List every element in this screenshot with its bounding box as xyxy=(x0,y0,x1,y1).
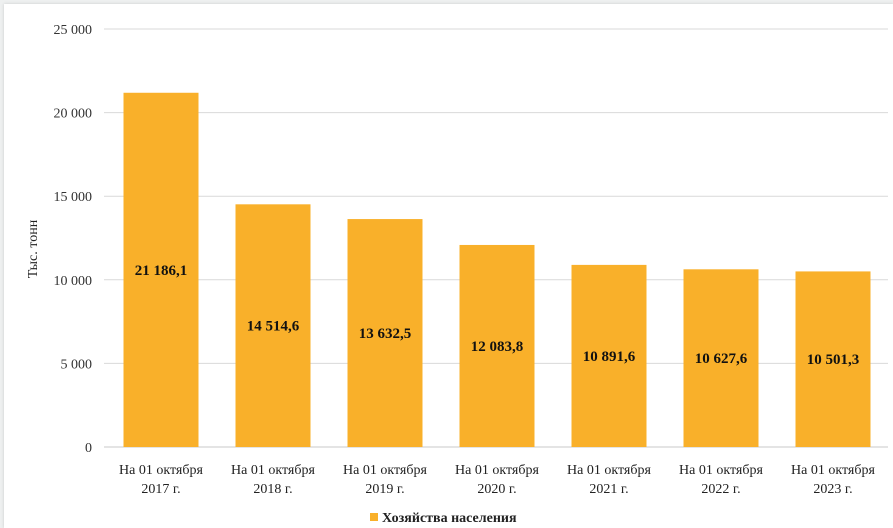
y-axis-title: Тыс. тонн xyxy=(26,219,41,278)
x-category-label: На 01 октября xyxy=(567,463,651,478)
legend-label: Хозяйства населения xyxy=(382,511,517,526)
data-label: 10 501,3 xyxy=(807,352,860,368)
bar xyxy=(795,271,871,447)
x-category-label: На 01 октября xyxy=(231,463,315,478)
data-label: 14 514,6 xyxy=(247,319,300,335)
data-label: 10 891,6 xyxy=(583,349,636,365)
x-category-label: 2022 г. xyxy=(701,482,740,497)
y-axis-ticks: 0 5 000 10 000 15 000 20 000 25 000 xyxy=(54,23,93,456)
x-category-label: На 01 октября xyxy=(791,463,875,478)
x-category-label: 2019 г. xyxy=(365,482,404,497)
data-label: 13 632,5 xyxy=(359,326,412,342)
legend: Хозяйства населения xyxy=(370,511,517,526)
x-category-label: На 01 октября xyxy=(679,463,763,478)
bar-chart: 0 5 000 10 000 15 000 20 000 25 000 На 01 окт… xyxy=(26,23,888,526)
bar xyxy=(235,204,311,447)
y-tick-label: 5 000 xyxy=(61,357,93,372)
y-tick-label: 20 000 xyxy=(54,107,93,122)
y-tick-label: 10 000 xyxy=(54,274,93,289)
y-tick-label: 25 000 xyxy=(54,23,93,38)
bars xyxy=(123,92,871,448)
x-category-label: 2018 г. xyxy=(253,482,292,497)
data-label: 10 627,6 xyxy=(695,351,748,367)
bar xyxy=(683,269,759,447)
x-category-label: 2023 г. xyxy=(813,482,852,497)
bar xyxy=(347,219,423,447)
bar xyxy=(123,92,199,448)
bar xyxy=(571,264,647,447)
x-category-label: На 01 октября xyxy=(343,463,427,478)
bar xyxy=(459,244,535,447)
data-labels: 21 186,1 14 514,6 13 632,5 12 083,8 10 891,6… xyxy=(135,263,860,368)
data-label: 12 083,8 xyxy=(471,339,524,355)
data-label: 21 186,1 xyxy=(135,263,188,279)
y-tick-label: 15 000 xyxy=(54,190,93,205)
x-category-label: 2021 г. xyxy=(589,482,628,497)
y-tick-label: 0 xyxy=(85,441,92,456)
x-category-label: На 01 октября xyxy=(455,463,539,478)
legend-swatch xyxy=(370,513,378,521)
x-category-label: 2017 г. xyxy=(141,482,180,497)
x-axis-categories: На 01 октября 2017 г. На 01 октября 2018 г.… xyxy=(119,463,875,497)
chart-frame: 0 5 000 10 000 15 000 20 000 25 000 На 01 окт… xyxy=(4,4,893,528)
x-category-label: На 01 октября xyxy=(119,463,203,478)
x-category-label: 2020 г. xyxy=(477,482,516,497)
